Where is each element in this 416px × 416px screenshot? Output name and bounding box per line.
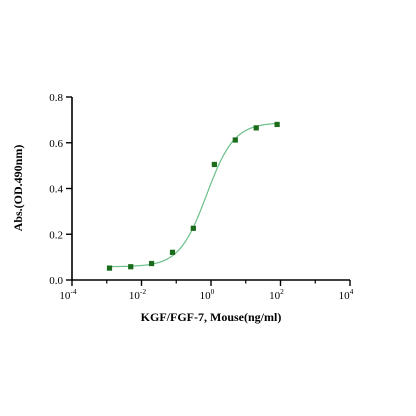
data-point bbox=[274, 121, 280, 128]
data-point bbox=[211, 161, 217, 168]
x-tick-label: 102 bbox=[269, 287, 284, 302]
data-point bbox=[128, 264, 134, 270]
y-tick-label: 0.6 bbox=[49, 138, 63, 150]
x-tick-label: 100 bbox=[200, 287, 215, 302]
data-point bbox=[232, 137, 238, 143]
y-tick-label: 0.2 bbox=[49, 229, 63, 241]
x-axis-ticks: 10-4 10-2 100 102 104 bbox=[59, 280, 354, 302]
y-axis-title: Abs.(OD.490nm) bbox=[11, 145, 25, 232]
y-axis: 0.0 0.2 0.4 0.6 0.8 bbox=[49, 92, 73, 287]
y-axis-ticks: 0.0 0.2 0.4 0.6 0.8 bbox=[49, 92, 72, 287]
y-tick-label: 0.4 bbox=[49, 184, 63, 196]
x-axis: 10-4 10-2 100 102 104 bbox=[59, 279, 354, 302]
x-axis-title: KGF/FGF-7, Mouse(ng/ml) bbox=[141, 310, 282, 324]
data-point bbox=[148, 260, 155, 267]
data-point bbox=[253, 125, 259, 131]
x-tick-label: 10-4 bbox=[59, 287, 76, 302]
data-points bbox=[106, 121, 280, 271]
data-point bbox=[190, 225, 196, 231]
fit-curve bbox=[109, 122, 278, 268]
x-tick-label: 10-2 bbox=[129, 287, 146, 302]
y-tick-label: 0.8 bbox=[49, 92, 63, 104]
x-tick-label: 104 bbox=[339, 287, 354, 302]
y-tick-label: 0.0 bbox=[49, 275, 63, 287]
data-point bbox=[106, 265, 113, 271]
data-point bbox=[169, 249, 176, 255]
